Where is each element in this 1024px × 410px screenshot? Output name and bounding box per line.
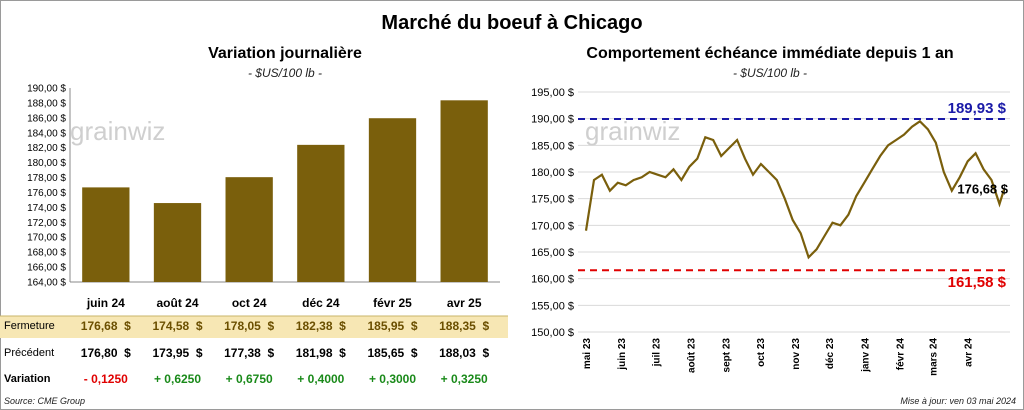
left-x-tick: déc 24 [302, 296, 340, 310]
table-cell: + 0,3000 [368, 372, 417, 386]
table-cell: + 0,6250 [153, 372, 202, 386]
right-y-tick: 190,00 $ [531, 114, 574, 126]
right-reference-lines: 189,93 $ 161,58 $ [578, 100, 1010, 291]
right-y-tick: 180,00 $ [531, 167, 574, 179]
left-y-tick: 188,00 $ [27, 98, 66, 109]
left-bar [297, 144, 345, 282]
table-cell: 173,95 $ [152, 346, 203, 360]
right-x-tick: mars 24 [928, 338, 939, 376]
table-cell: 176,68 $ [80, 319, 131, 333]
left-y-tick: 186,00 $ [27, 113, 66, 124]
left-x-tick: avr 25 [447, 296, 482, 310]
table-cell: 182,38 $ [295, 319, 346, 333]
left-y-tick: 190,00 $ [27, 84, 66, 95]
right-y-tick: 150,00 $ [531, 327, 574, 339]
table-cell: 178,05 $ [224, 319, 275, 333]
left-bar [82, 187, 130, 282]
left-y-tick: 180,00 $ [27, 158, 66, 169]
right-x-tick: juil 23 [651, 338, 662, 368]
reference-line-label: 161,58 $ [948, 274, 1007, 291]
right-watermark: grainwiz [585, 116, 680, 146]
left-x-tick: oct 24 [232, 296, 267, 310]
footer-updated: Mise à jour: ven 03 mai 2024 [900, 396, 1016, 406]
right-y-tick: 170,00 $ [531, 220, 574, 232]
left-bar [368, 118, 417, 282]
right-chart-title: Comportement échéance immédiate depuis 1… [586, 45, 954, 62]
left-y-tick: 172,00 $ [27, 218, 66, 229]
left-watermark: grainwiz [70, 116, 165, 146]
left-bar [440, 100, 488, 282]
table-cell: + 0,3250 [440, 372, 488, 386]
right-x-tick: mai 23 [582, 338, 593, 370]
left-table-background [0, 315, 508, 338]
right-y-tick: 165,00 $ [531, 247, 574, 259]
table-row-label: Variation [4, 373, 51, 385]
left-grid [69, 88, 500, 283]
left-bar [153, 203, 202, 282]
left-bar [225, 177, 273, 282]
right-x-tick: oct 23 [756, 338, 767, 367]
reference-line-label: 189,93 $ [948, 100, 1007, 117]
right-price-line [584, 119, 1006, 260]
table-cell: + 0,4000 [297, 372, 345, 386]
left-x-tick: juin 24 [86, 296, 125, 310]
left-y-tick: 184,00 $ [27, 128, 66, 139]
left-y-tick: 170,00 $ [27, 233, 66, 244]
right-x-tick: févr 24 [896, 338, 907, 371]
left-chart-unit: - $US/100 lb - [247, 66, 323, 80]
right-x-tick: déc 23 [825, 338, 836, 370]
right-y-tick: 195,00 $ [531, 87, 574, 99]
right-x-tick: juin 23 [617, 338, 628, 371]
left-y-tick-labels: 164,00 $ 166,00 $ 168,00 $ 170,00 $ 172,00 $… [27, 84, 66, 289]
footer-source: Source: CME Group [4, 396, 86, 406]
left-y-tick: 176,00 $ [27, 188, 66, 199]
right-y-tick: 175,00 $ [531, 194, 574, 206]
right-y-tick: 160,00 $ [531, 274, 574, 286]
left-y-tick: 174,00 $ [27, 203, 66, 214]
right-x-tick: sept 23 [722, 338, 733, 373]
table-row-label: Précédent [4, 347, 55, 359]
table-row-highlight [0, 316, 508, 338]
left-x-tick-labels: juin 24 août 24 oct 24 déc 24 févr 25 avr 25 [86, 296, 482, 310]
table-cell: 181,98 $ [295, 346, 346, 360]
left-y-tick: 182,00 $ [27, 143, 66, 154]
left-y-tick: 164,00 $ [27, 278, 66, 289]
right-x-tick-labels: mai 23 juin 23 juil 23 août 23 sept 23 oct 23… [582, 338, 975, 376]
table-cell: 176,80 $ [80, 346, 131, 360]
right-x-tick: avr 24 [964, 338, 975, 367]
table-cell: 188,03 $ [439, 346, 490, 360]
right-y-tick-labels: 150,00 $ 155,00 $ 160,00 $ 165,00 $ 170,00 $… [531, 87, 574, 339]
left-x-tick: août 24 [156, 296, 198, 310]
table-cell: 185,65 $ [367, 346, 418, 360]
left-y-tick: 168,00 $ [27, 248, 66, 259]
table-cell: 174,58 $ [152, 319, 203, 333]
table-cell: - 0,1250 [83, 372, 128, 386]
left-y-tick: 178,00 $ [27, 173, 66, 184]
left-y-tick: 166,00 $ [27, 263, 66, 274]
right-chart-unit: - $US/100 lb - [732, 66, 808, 80]
left-bars [82, 100, 488, 282]
table-cell: + 0,6750 [225, 372, 273, 386]
right-x-tick: janv 24 [860, 338, 871, 373]
right-last-value-label: 176,68 $ [957, 182, 1008, 197]
right-y-tick: 155,00 $ [531, 300, 574, 312]
right-x-tick: août 23 [687, 338, 698, 373]
left-chart-title: Variation journalière [208, 45, 362, 62]
right-y-tick: 185,00 $ [531, 140, 574, 152]
table-cell: 185,95 $ [367, 319, 418, 333]
left-x-tick: févr 25 [373, 296, 412, 310]
table-row-label: Fermeture [4, 320, 55, 332]
table-cell: 188,35 $ [439, 319, 490, 333]
page-title: Marché du boeuf à Chicago [381, 12, 643, 34]
table-cell: 177,38 $ [224, 346, 275, 360]
right-x-tick: nov 23 [791, 338, 802, 370]
